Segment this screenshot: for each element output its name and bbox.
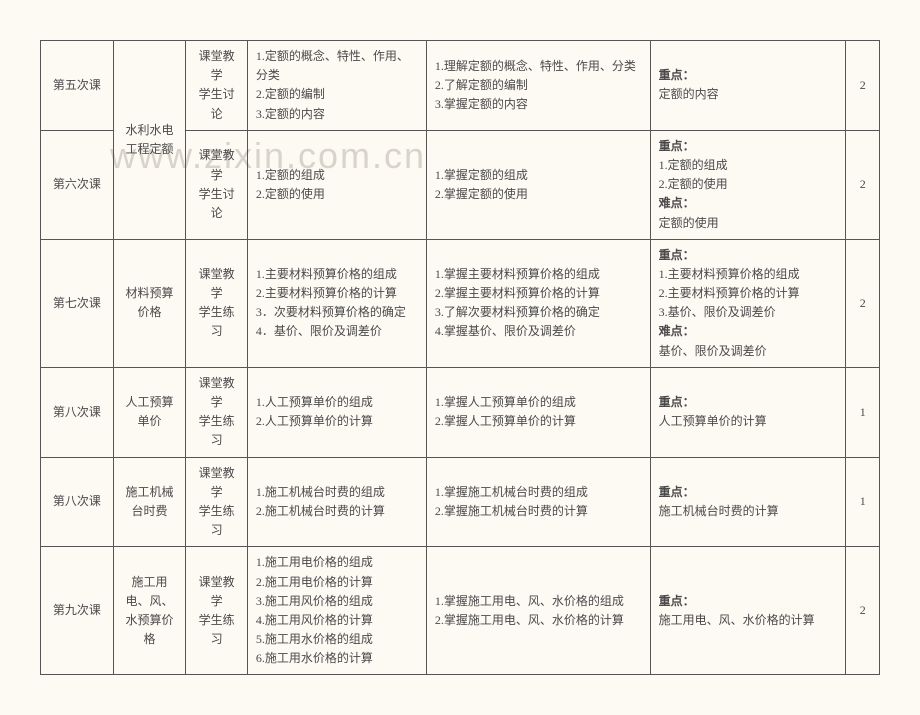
cell-content: 1.人工预算单价的组成2.人工预算单价的计算 [247,367,426,457]
cell-requirement: 1.掌握施工机械台时费的组成2.掌握施工机械台时费的计算 [426,457,650,547]
cell-lesson: 第七次课 [41,239,114,367]
cell-hours: 2 [846,239,880,367]
cell-keypoints: 重点：施工用电、风、水价格的计算 [650,547,846,675]
cell-hours: 2 [846,130,880,239]
cell-requirement: 1.掌握人工预算单价的组成2.掌握人工预算单价的计算 [426,367,650,457]
cell-content: 1.定额的组成2.定额的使用 [247,130,426,239]
cell-method: 课堂教学学生讨论 [186,41,248,131]
cell-hours: 2 [846,547,880,675]
cell-lesson: 第八次课 [41,457,114,547]
cell-requirement: 1.掌握主要材料预算价格的组成2.掌握主要材料预算价格的计算3.了解次要材料预算… [426,239,650,367]
page: www.zixin.com.cn 第五次课水利水电工程定额课堂教学学生讨论1.定… [40,40,880,675]
cell-hours: 1 [846,457,880,547]
cell-requirement: 1.理解定额的概念、特性、作用、分类2.了解定额的编制3.掌握定额的内容 [426,41,650,131]
cell-hours: 1 [846,367,880,457]
cell-topic: 水利水电工程定额 [113,41,186,240]
table-row: 第七次课材料预算价格课堂教学学生练习1.主要材料预算价格的组成2.主要材料预算价… [41,239,880,367]
cell-method: 课堂教学学生练习 [186,367,248,457]
cell-method: 课堂教学学生练习 [186,239,248,367]
cell-requirement: 1.掌握定额的组成2.掌握定额的使用 [426,130,650,239]
cell-method: 课堂教学学生练习 [186,457,248,547]
cell-keypoints: 重点：施工机械台时费的计算 [650,457,846,547]
cell-lesson: 第五次课 [41,41,114,131]
cell-requirement: 1.掌握施工用电、风、水价格的组成2.掌握施工用电、风、水价格的计算 [426,547,650,675]
cell-lesson: 第九次课 [41,547,114,675]
cell-topic: 材料预算价格 [113,239,186,367]
cell-content: 1.主要材料预算价格的组成2.主要材料预算价格的计算3．次要材料预算价格的确定4… [247,239,426,367]
cell-lesson: 第六次课 [41,130,114,239]
cell-hours: 2 [846,41,880,131]
table-row: 第八次课人工预算单价课堂教学学生练习1.人工预算单价的组成2.人工预算单价的计算… [41,367,880,457]
cell-content: 1.施工用电价格的组成2.施工用电价格的计算3.施工用风价格的组成4.施工用风价… [247,547,426,675]
cell-content: 1.施工机械台时费的组成2.施工机械台时费的计算 [247,457,426,547]
table-row: 第八次课施工机械台时费课堂教学学生练习1.施工机械台时费的组成2.施工机械台时费… [41,457,880,547]
cell-keypoints: 重点：定额的内容 [650,41,846,131]
cell-keypoints: 重点：1.定额的组成2.定额的使用难点：定额的使用 [650,130,846,239]
cell-topic: 施工用电、风、水预算价格 [113,547,186,675]
cell-topic: 人工预算单价 [113,367,186,457]
cell-content: 1.定额的概念、特性、作用、分类2.定额的编制3.定额的内容 [247,41,426,131]
cell-keypoints: 重点：人工预算单价的计算 [650,367,846,457]
cell-method: 课堂教学学生练习 [186,547,248,675]
cell-lesson: 第八次课 [41,367,114,457]
table-row: 第五次课水利水电工程定额课堂教学学生讨论1.定额的概念、特性、作用、分类2.定额… [41,41,880,131]
table-row: 第九次课施工用电、风、水预算价格课堂教学学生练习1.施工用电价格的组成2.施工用… [41,547,880,675]
cell-method: 课堂教学学生讨论 [186,130,248,239]
cell-keypoints: 重点：1.主要材料预算价格的组成2.主要材料预算价格的计算3.基价、限价及调差价… [650,239,846,367]
schedule-table: 第五次课水利水电工程定额课堂教学学生讨论1.定额的概念、特性、作用、分类2.定额… [40,40,880,675]
cell-topic: 施工机械台时费 [113,457,186,547]
